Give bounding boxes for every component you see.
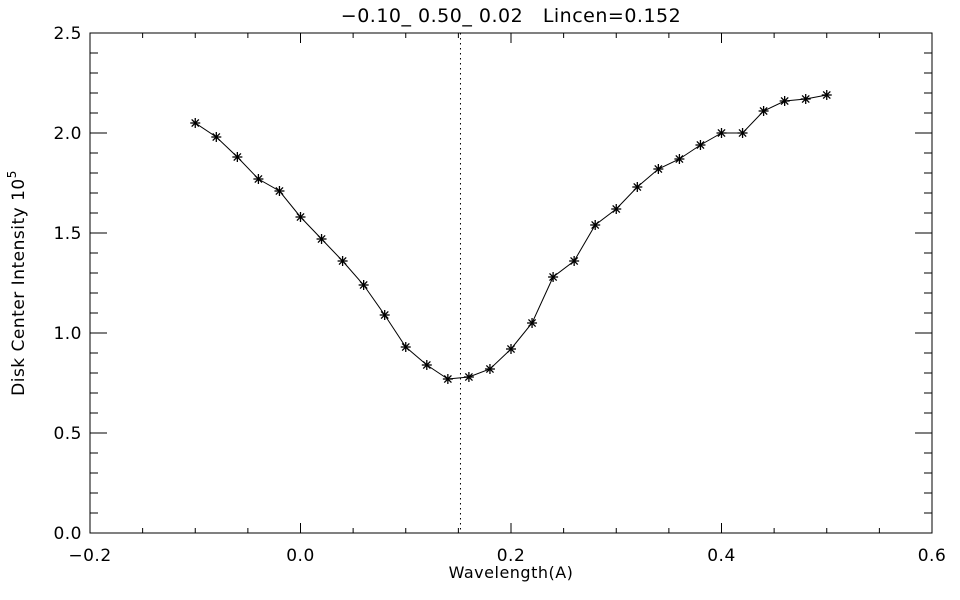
marker-arm-d2 (212, 132, 221, 142)
data-point-marker (400, 342, 411, 352)
marker-arm-d2 (738, 128, 747, 138)
marker-arm-d2 (717, 128, 726, 138)
marker-arm-d2 (633, 182, 642, 192)
data-point-marker (211, 132, 222, 142)
marker-arm-d2 (612, 204, 621, 214)
x-tick-label: 0.4 (707, 546, 736, 566)
data-series-line (194, 94, 827, 380)
marker-arm-d2 (801, 94, 810, 104)
marker-arm-d2 (317, 234, 326, 244)
x-tick-label: 0.0 (286, 546, 315, 566)
data-point-marker (463, 372, 474, 382)
data-point-marker (337, 256, 348, 266)
marker-arm-d2 (549, 272, 558, 282)
data-point-marker (232, 152, 243, 162)
x-tick-label: 0.6 (918, 546, 947, 566)
y-tick-label: 0.5 (53, 424, 82, 444)
marker-arm-d2 (780, 96, 789, 106)
marker-arm-d2 (654, 164, 663, 174)
marker-arm-d2 (233, 152, 242, 162)
chart-title: −0.10_ 0.50_ 0.02 Lincen=0.152 (341, 5, 681, 27)
data-point-marker (758, 106, 769, 116)
marker-arm-d2 (359, 280, 368, 290)
marker-arm-d2 (570, 256, 579, 266)
y-tick-label: 1.5 (53, 224, 82, 244)
data-series-group (190, 90, 832, 384)
marker-arm-d2 (275, 186, 284, 196)
y-tick-label: 1.0 (53, 324, 82, 344)
marker-arm-d2 (254, 174, 263, 184)
data-point-marker (674, 154, 685, 164)
marker-arm-d2 (380, 310, 389, 320)
data-point-marker (253, 174, 264, 184)
marker-arm-d2 (443, 374, 452, 384)
marker-arm-d2 (191, 118, 200, 128)
y-tick-label: 2.0 (53, 124, 82, 144)
x-tick-label: 0.2 (497, 546, 526, 566)
marker-arm-d2 (485, 364, 495, 374)
data-point-marker (569, 256, 580, 266)
marker-arm-d2 (401, 342, 410, 352)
data-point-marker (379, 310, 390, 320)
data-point-marker (484, 364, 495, 374)
data-point-marker (821, 90, 832, 100)
marker-arm-d2 (759, 106, 768, 116)
data-point-marker (358, 280, 369, 290)
data-point-marker (316, 234, 327, 244)
x-axis-label: Wavelength(A) (449, 563, 574, 582)
data-point-marker (779, 96, 790, 106)
data-point-marker (295, 212, 306, 222)
data-point-marker (716, 128, 727, 138)
data-point-marker (442, 374, 453, 384)
marker-arm-d2 (422, 360, 431, 370)
data-point-marker (590, 220, 601, 230)
y-tick-label: 2.5 (53, 24, 82, 44)
x-tick-label: −0.2 (68, 546, 111, 566)
y-axis-label: Disk Center Intensity 105 (5, 170, 29, 396)
marker-arm-d2 (338, 256, 347, 266)
data-point-marker (274, 186, 285, 196)
y-axis-label-exponent: 5 (5, 170, 19, 178)
marker-arm-d2 (464, 372, 473, 382)
data-point-marker (190, 118, 201, 128)
data-point-marker (506, 344, 516, 354)
marker-arm-d2 (675, 154, 684, 164)
plot-frame (89, 32, 933, 534)
y-tick-label: 0.0 (53, 524, 82, 544)
marker-arm-d2 (591, 220, 600, 230)
marker-arm-d2 (696, 140, 705, 150)
marker-arm-d2 (822, 90, 831, 100)
data-point-marker (695, 140, 706, 150)
tick-labels-group: −0.2 0.0 0.2 0.4 0.60.00.51.01.52.02.5 (53, 24, 947, 566)
data-point-marker (527, 318, 538, 328)
data-point-marker (611, 204, 622, 214)
data-point-marker (653, 164, 664, 174)
axis-ticks (89, 32, 933, 534)
data-point-marker (800, 94, 811, 104)
data-point-marker (548, 272, 559, 282)
y-axis-label-base: Disk Center Intensity 10 (9, 178, 29, 396)
data-point-marker (421, 360, 432, 370)
data-point-marker (737, 128, 748, 138)
marker-arm-d2 (296, 212, 305, 222)
data-point-marker (632, 182, 643, 192)
marker-arm-d2 (506, 344, 516, 354)
marker-arm-d2 (527, 318, 537, 328)
